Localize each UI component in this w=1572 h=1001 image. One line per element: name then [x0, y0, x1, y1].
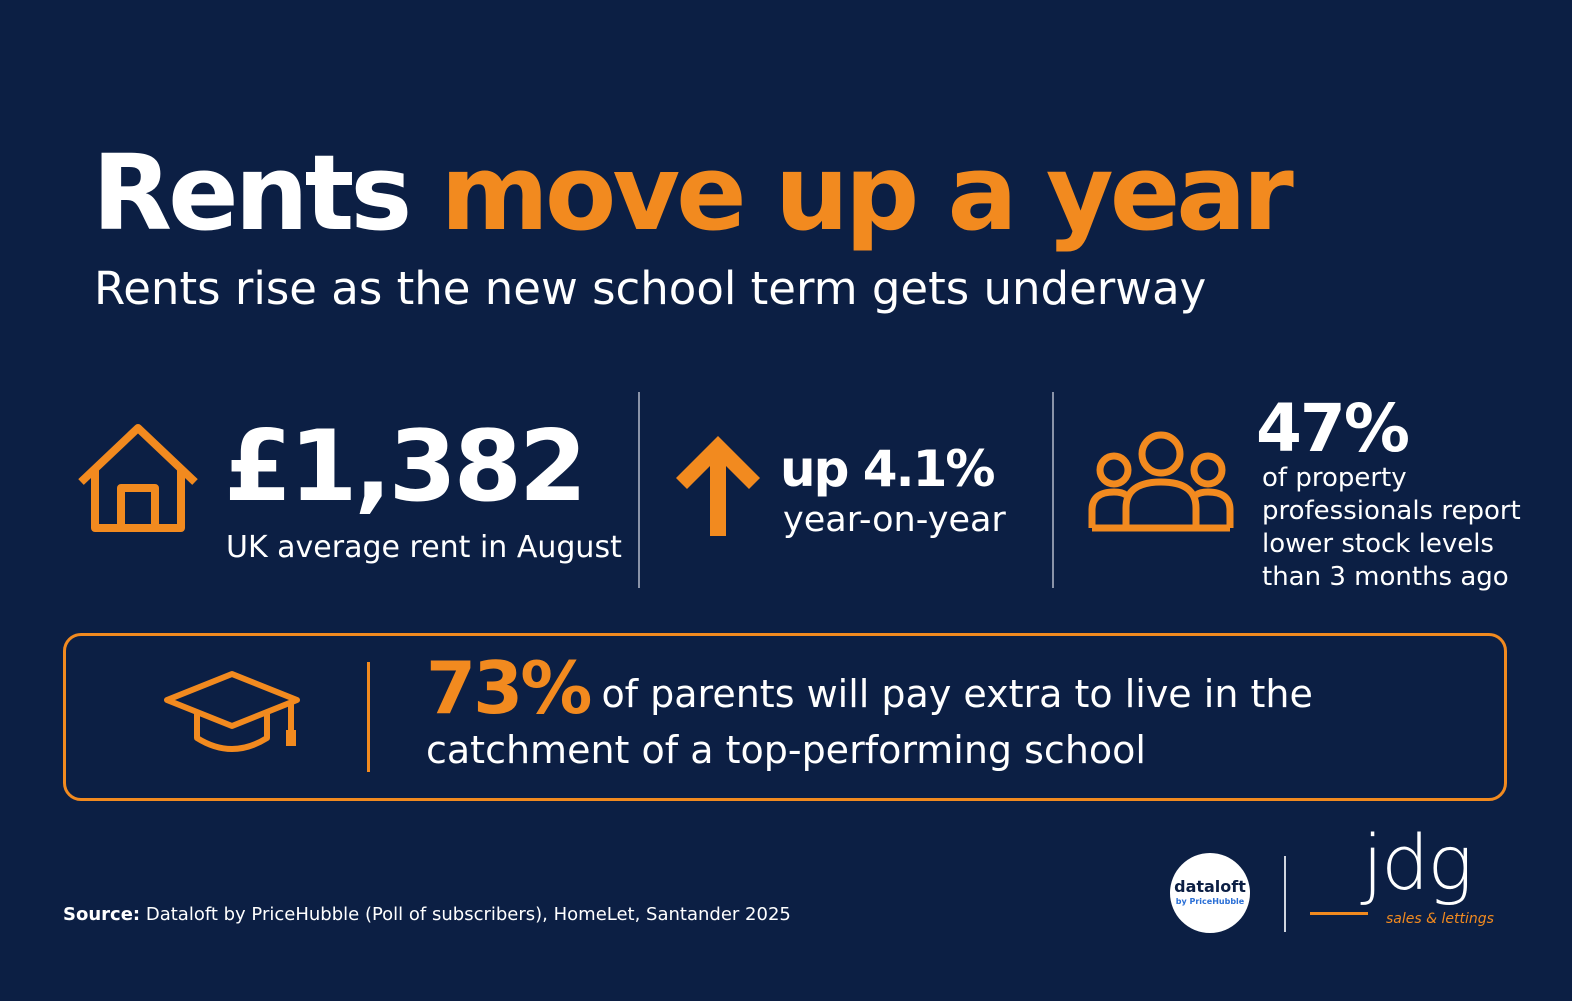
banner-statement: of parents will pay extra to live in the…	[426, 672, 1313, 772]
title: Rents move up a year	[92, 132, 1294, 254]
banner-text: 73% of parents will pay extra to live in…	[426, 652, 1386, 778]
jdg-sub: sales & lettings	[1386, 911, 1494, 927]
divider	[1284, 856, 1286, 932]
source-text: Dataloft by PriceHubble (Poll of subscri…	[145, 904, 791, 925]
jdg-wordmark: jdg	[1362, 818, 1473, 907]
banner	[63, 633, 1507, 801]
graduation-cap-icon	[164, 671, 300, 752]
stat-value: £1,382	[224, 410, 587, 524]
arrow-icon	[676, 436, 760, 536]
stat-value: 47%	[1256, 390, 1410, 467]
divider	[367, 662, 370, 772]
dataloft-logo: dataloft by PriceHubble	[1170, 853, 1250, 933]
stat-value: up 4.1%	[780, 440, 995, 498]
house-icon	[78, 424, 198, 532]
source-label: Source:	[63, 904, 141, 925]
stat-label: UK average rent in August	[226, 530, 622, 565]
source: Source: Dataloft by PriceHubble (Poll of…	[63, 904, 791, 925]
stat-label: of property professionals report lower s…	[1262, 463, 1521, 592]
people-icon	[1088, 431, 1234, 532]
dataloft-sub: by PriceHubble	[1175, 897, 1245, 906]
divider	[638, 392, 640, 588]
subtitle: Rents rise as the new school term gets u…	[94, 262, 1207, 315]
dataloft-wordmark: dataloft	[1174, 877, 1246, 896]
divider	[1052, 392, 1054, 588]
title-lead: Rents	[92, 132, 412, 254]
banner-value: 73%	[426, 646, 592, 730]
jdg-underline	[1310, 912, 1368, 915]
stat-label: year-on-year	[783, 500, 1006, 540]
title-highlight: move up a year	[440, 132, 1294, 254]
